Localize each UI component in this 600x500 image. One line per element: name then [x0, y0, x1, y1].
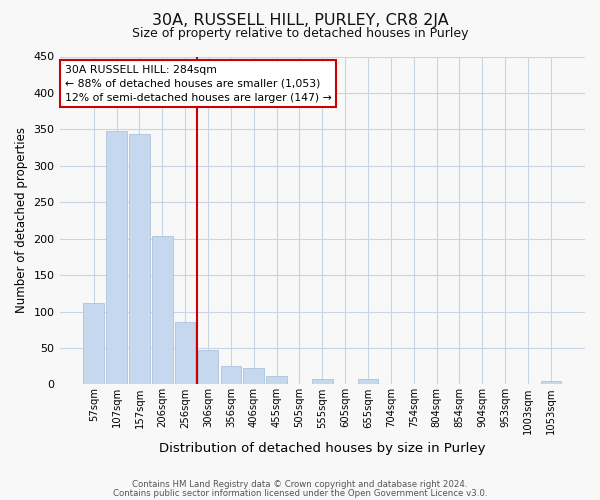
Bar	[266, 376, 287, 384]
Bar	[106, 131, 127, 384]
Bar	[129, 134, 150, 384]
Text: Size of property relative to detached houses in Purley: Size of property relative to detached ho…	[132, 28, 468, 40]
Bar	[175, 322, 196, 384]
Text: 30A RUSSELL HILL: 284sqm
← 88% of detached houses are smaller (1,053)
12% of sem: 30A RUSSELL HILL: 284sqm ← 88% of detach…	[65, 64, 332, 102]
Bar	[83, 303, 104, 384]
Text: 30A, RUSSELL HILL, PURLEY, CR8 2JA: 30A, RUSSELL HILL, PURLEY, CR8 2JA	[152, 12, 448, 28]
Bar	[152, 236, 173, 384]
X-axis label: Distribution of detached houses by size in Purley: Distribution of detached houses by size …	[159, 442, 485, 455]
Bar	[244, 368, 264, 384]
Text: Contains public sector information licensed under the Open Government Licence v3: Contains public sector information licen…	[113, 489, 487, 498]
Y-axis label: Number of detached properties: Number of detached properties	[15, 128, 28, 314]
Bar	[312, 380, 332, 384]
Bar	[221, 366, 241, 384]
Bar	[198, 350, 218, 384]
Bar	[358, 378, 378, 384]
Bar	[541, 382, 561, 384]
Text: Contains HM Land Registry data © Crown copyright and database right 2024.: Contains HM Land Registry data © Crown c…	[132, 480, 468, 489]
